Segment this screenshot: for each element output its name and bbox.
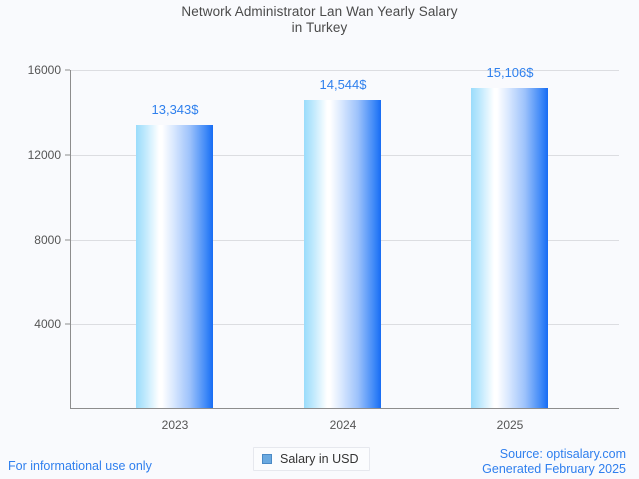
footer-source-block: Source: optisalary.com Generated Februar… (482, 447, 626, 477)
ytick-mark-8000 (65, 239, 70, 240)
ytick-label-16000: 16000 (27, 63, 61, 77)
bar-2025[interactable] (471, 87, 548, 408)
ytick-label-4000: 4000 (34, 317, 61, 332)
xtick-label-2023: 2023 (161, 418, 189, 432)
legend-label: Salary in USD (280, 452, 359, 466)
bar-2023[interactable] (136, 125, 213, 408)
legend[interactable]: Salary in USD (253, 447, 370, 471)
x-axis-line (70, 408, 619, 409)
ytick-label-8000: 8000 (34, 232, 61, 247)
chart-title: Network Administrator Lan Wan Yearly Sal… (0, 4, 639, 36)
chart-title-line-1: Network Administrator Lan Wan Yearly Sal… (181, 4, 458, 19)
bar-value-2023: 13,343$ (151, 102, 199, 118)
xtick-label-2025: 2025 (496, 418, 524, 432)
bar-value-2025: 15,106$ (486, 64, 534, 80)
plot-area: 16000 12000 8000 4000 13,343$ 2023 14,54… (28, 63, 619, 432)
footer-source: Source: optisalary.com (499, 447, 626, 461)
bar-slot-2024: 14,544$ 2024 (281, 69, 405, 432)
ytick-mark-16000 (65, 69, 70, 71)
gridline-16000: 16000 (28, 63, 619, 77)
bar-slot-2025: 15,106$ 2025 (448, 65, 572, 432)
bar-2024[interactable] (304, 99, 381, 408)
ytick-label-12000: 12000 (27, 147, 61, 162)
chart-title-line-2: in Turkey (291, 20, 348, 35)
bar-slot-2023: 13,343$ 2023 (113, 69, 237, 432)
ytick-mark-4000 (65, 323, 70, 325)
bar-value-2024: 14,544$ (319, 76, 367, 92)
ytick-mark-12000 (65, 154, 70, 156)
xtick-label-2024: 2024 (329, 418, 357, 432)
legend-swatch-icon (262, 454, 272, 464)
footer-disclaimer: For informational use only (8, 459, 152, 473)
y-axis-line (70, 70, 71, 409)
footer-generated: Generated February 2025 (482, 462, 626, 476)
